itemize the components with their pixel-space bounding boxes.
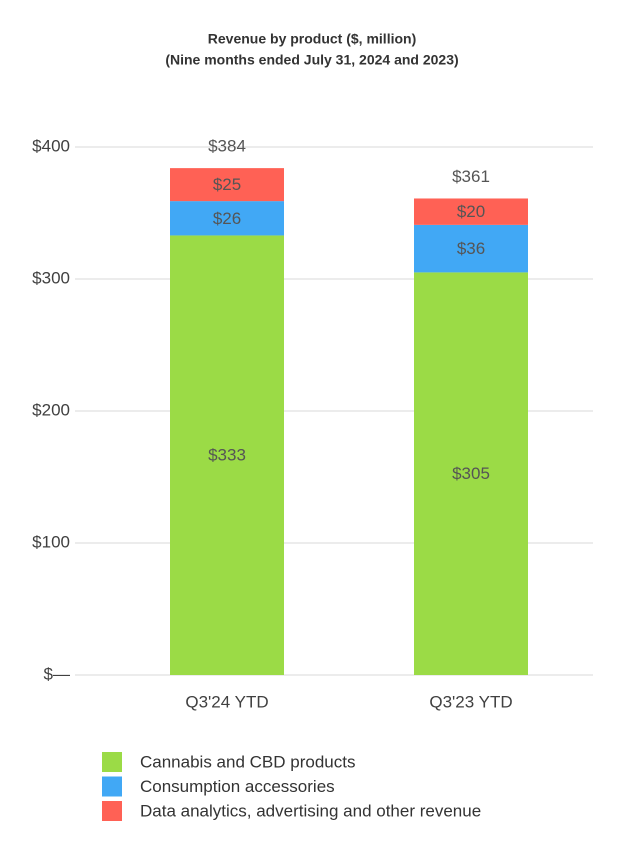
data-label: $20 — [457, 202, 485, 221]
data-label: $333 — [208, 446, 246, 465]
bar-segment — [414, 224, 528, 273]
y-tick-label: $300 — [32, 268, 70, 287]
legend-label: Data analytics, advertising and other re… — [140, 801, 481, 820]
legend-swatch — [102, 776, 122, 797]
y-tick-label: $400 — [32, 136, 70, 155]
y-tick-label: $100 — [32, 532, 70, 551]
x-tick-label: Q3'23 YTD — [429, 692, 512, 711]
data-label: $25 — [213, 175, 241, 194]
bar-segment — [414, 198, 528, 225]
data-label: $305 — [452, 464, 490, 483]
chart-subtitle: (Nine months ended July 31, 2024 and 202… — [165, 52, 458, 68]
x-tick-label: Q3'24 YTD — [185, 692, 268, 711]
data-label: $36 — [457, 239, 485, 258]
legend-swatch — [102, 752, 122, 772]
y-tick-label: $200 — [32, 400, 70, 419]
total-label: $384 — [208, 137, 246, 156]
y-tick-label: $— — [44, 664, 70, 683]
data-label: $26 — [213, 209, 241, 228]
legend-swatch — [102, 801, 122, 821]
bar-segment — [170, 168, 284, 202]
bar-segment — [170, 201, 284, 236]
bar-segment — [170, 235, 284, 675]
chart-title: Revenue by product ($, million) — [208, 31, 416, 47]
legend-label: Consumption accessories — [140, 777, 335, 796]
total-label: $361 — [452, 167, 490, 186]
legend-label: Cannabis and CBD products — [140, 752, 355, 771]
bar-segment — [414, 272, 528, 675]
